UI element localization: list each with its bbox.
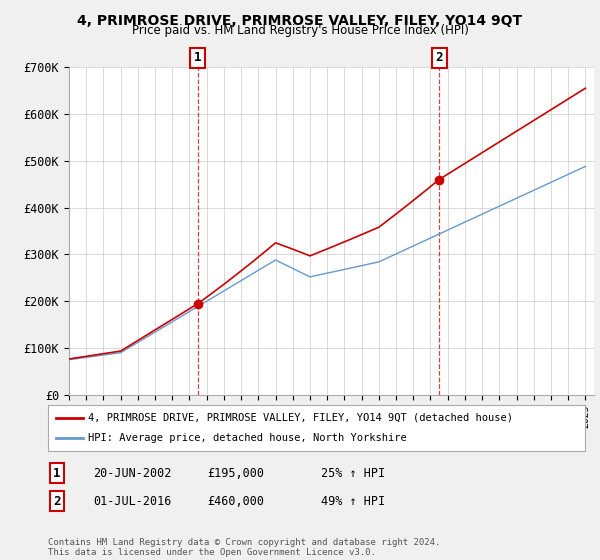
- Text: 01-JUL-2016: 01-JUL-2016: [93, 494, 172, 508]
- Text: 49% ↑ HPI: 49% ↑ HPI: [321, 494, 385, 508]
- Text: Price paid vs. HM Land Registry's House Price Index (HPI): Price paid vs. HM Land Registry's House …: [131, 24, 469, 37]
- Text: £195,000: £195,000: [207, 466, 264, 480]
- Text: 20-JUN-2002: 20-JUN-2002: [93, 466, 172, 480]
- Text: £460,000: £460,000: [207, 494, 264, 508]
- Text: 4, PRIMROSE DRIVE, PRIMROSE VALLEY, FILEY, YO14 9QT (detached house): 4, PRIMROSE DRIVE, PRIMROSE VALLEY, FILE…: [88, 413, 513, 423]
- Text: Contains HM Land Registry data © Crown copyright and database right 2024.
This d: Contains HM Land Registry data © Crown c…: [48, 538, 440, 557]
- Text: 25% ↑ HPI: 25% ↑ HPI: [321, 466, 385, 480]
- Text: HPI: Average price, detached house, North Yorkshire: HPI: Average price, detached house, Nort…: [88, 433, 407, 443]
- Text: 2: 2: [436, 52, 443, 64]
- Text: 4, PRIMROSE DRIVE, PRIMROSE VALLEY, FILEY, YO14 9QT: 4, PRIMROSE DRIVE, PRIMROSE VALLEY, FILE…: [77, 14, 523, 28]
- Text: 1: 1: [194, 52, 202, 64]
- Text: 1: 1: [53, 466, 61, 480]
- Text: 2: 2: [53, 494, 61, 508]
